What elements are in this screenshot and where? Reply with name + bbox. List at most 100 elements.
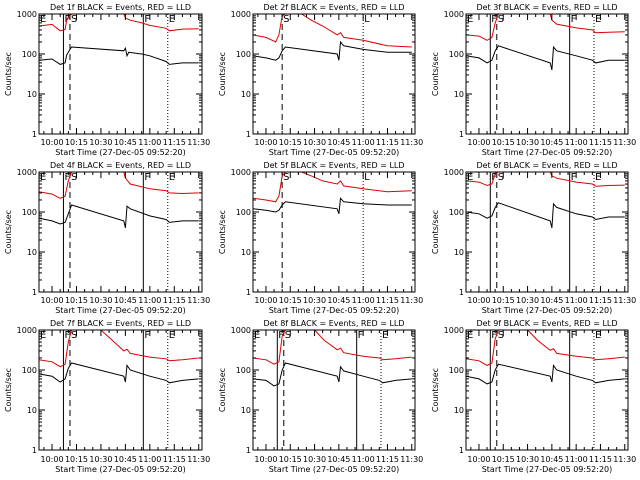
series-events (466, 45, 625, 71)
marker-label: L (364, 172, 370, 183)
marker-label: E (169, 330, 175, 341)
x-axis-label: Start Time (27-Dec-05 09:52:20) (55, 465, 186, 474)
x-tick-label: 11:15 (376, 455, 399, 464)
marker-label: E (40, 14, 46, 25)
panel-title: Det 4f BLACK = Events, RED = LLD (50, 161, 191, 170)
y-axis: 1 10 100 1000 (17, 168, 202, 297)
x-axis: 10:00 10:15 10:30 10:45 11:00 11:15 11:30 (41, 172, 210, 305)
x-tick-label: 10:45 (114, 296, 137, 305)
plot-frame (38, 171, 203, 293)
marker-label: S (283, 14, 289, 25)
x-tick-label: 10:15 (492, 296, 515, 305)
series-lld (466, 14, 625, 41)
y-tick-label: 10 (454, 248, 464, 257)
marker-label: E (467, 330, 473, 341)
marker-label: S (498, 172, 504, 183)
x-tick-label: 11:15 (589, 296, 612, 305)
x-tick-label: 11:00 (565, 296, 588, 305)
x-tick-label: 10:15 (279, 455, 302, 464)
y-tick-label: 100 (449, 208, 464, 217)
series-events (39, 46, 199, 65)
marker-label: L (364, 14, 370, 25)
series-lld (39, 330, 199, 368)
marker-label: F (144, 14, 150, 25)
y-axis-label: Counts/sec (218, 52, 227, 96)
marker-label: S (498, 14, 504, 25)
y-tick-label: 1000 (17, 10, 37, 19)
x-tick-label: 10:00 (41, 296, 64, 305)
x-tick-label: 10:30 (303, 296, 326, 305)
marker-label: E (40, 172, 46, 183)
x-tick-label: 11:15 (589, 455, 612, 464)
x-axis-label: Start Time (27-Dec-05 09:52:20) (482, 465, 613, 474)
y-axis: 1 10 100 1000 (17, 326, 202, 455)
x-tick-label: 10:30 (516, 296, 539, 305)
y-tick-label: 100 (22, 208, 37, 217)
series-events (253, 362, 412, 387)
x-tick-label: 10:45 (540, 296, 563, 305)
x-tick-label: 11:15 (163, 138, 186, 147)
marker-label: E (595, 14, 601, 25)
y-axis: 1 10 100 1000 (444, 10, 628, 139)
y-tick-label: 10 (27, 248, 37, 257)
x-tick-label: 10:15 (492, 138, 515, 147)
x-tick-label: 11:00 (138, 455, 161, 464)
panel-title: Det 7f BLACK = Events, RED = LLD (50, 319, 191, 328)
y-tick-label: 100 (236, 50, 251, 59)
x-tick-label: 11:15 (376, 138, 399, 147)
y-axis: 1 10 100 1000 (17, 10, 202, 139)
marker-label: E (254, 330, 260, 341)
x-axis-label: Start Time (27-Dec-05 09:52:20) (269, 465, 400, 474)
marker-label: F (144, 172, 150, 183)
y-tick-label: 1000 (444, 10, 464, 19)
series-lld (39, 14, 199, 32)
series-lld (466, 330, 625, 366)
series-lld (253, 172, 412, 203)
y-tick-label: 100 (22, 50, 37, 59)
series-events (466, 363, 625, 385)
y-tick-label: 1000 (17, 168, 37, 177)
marker-label: S (285, 330, 291, 341)
marker-label: F (571, 14, 577, 25)
x-tick-label: 10:15 (492, 455, 515, 464)
marker-label: E (382, 330, 388, 341)
x-tick-label: 10:30 (303, 455, 326, 464)
plot-frame (38, 13, 203, 135)
x-axis-label: Start Time (27-Dec-05 09:52:20) (482, 148, 613, 157)
x-tick-label: 10:45 (327, 455, 350, 464)
x-tick-label: 10:00 (41, 138, 64, 147)
y-axis: 1 10 100 1000 (231, 10, 415, 139)
x-tick-label: 11:30 (613, 296, 636, 305)
x-axis-label: Start Time (27-Dec-05 09:52:20) (55, 148, 186, 157)
panel-title: Det 3f BLACK = Events, RED = LLD (476, 3, 617, 12)
x-tick-label: 10:00 (467, 455, 490, 464)
x-tick-label: 11:30 (187, 296, 210, 305)
plot-frame (465, 329, 629, 451)
x-tick-label: 11:30 (400, 138, 423, 147)
marker-label: S (71, 172, 77, 183)
x-tick-label: 10:30 (516, 455, 539, 464)
x-tick-label: 11:00 (138, 138, 161, 147)
panel-title: Det 6f BLACK = Events, RED = LLD (476, 161, 617, 170)
x-tick-label: 11:00 (352, 296, 375, 305)
y-tick-label: 100 (449, 366, 464, 375)
y-axis-label: Counts/sec (4, 52, 13, 96)
y-axis-label: Counts/sec (4, 368, 13, 412)
panel-title: Det 5f BLACK = Events, RED = LLD (263, 161, 404, 170)
marker-label: F (64, 330, 70, 341)
x-tick-label: 10:30 (516, 138, 539, 147)
x-tick-label: 10:15 (279, 138, 302, 147)
x-tick-label: 10:15 (65, 296, 88, 305)
x-tick-label: 10:00 (467, 296, 490, 305)
x-axis: 10:00 10:15 10:30 10:45 11:00 11:15 11:30 (467, 14, 636, 147)
y-tick-label: 10 (241, 90, 251, 99)
panel-title: Det 2f BLACK = Events, RED = LLD (263, 3, 404, 12)
marker-label: F (64, 172, 70, 183)
y-axis: 1 10 100 1000 (444, 168, 628, 297)
